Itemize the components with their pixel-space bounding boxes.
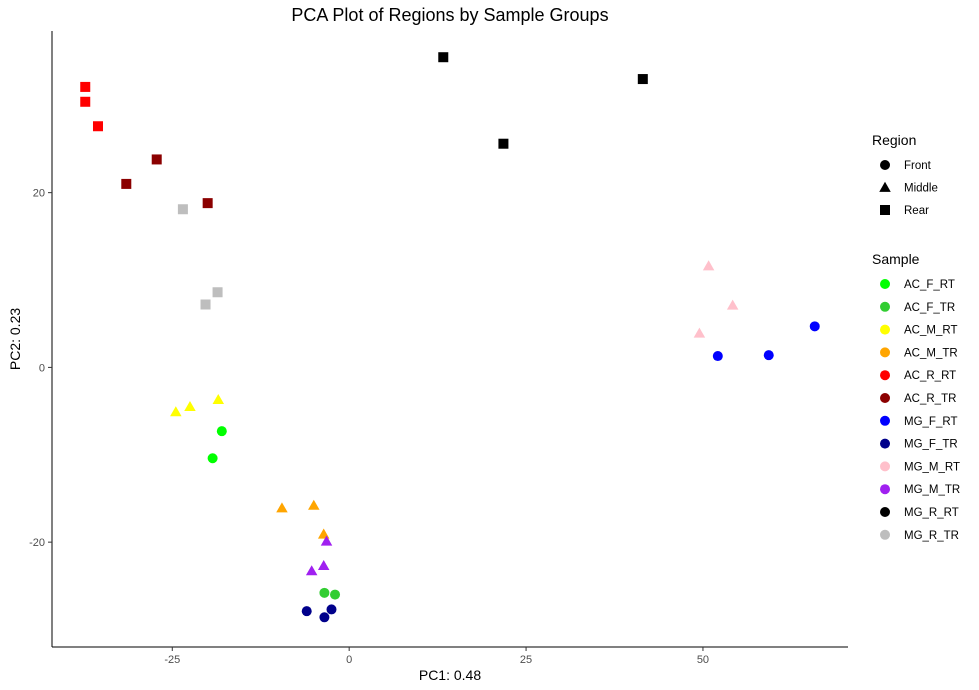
y-tick-label: -20 — [29, 537, 45, 549]
data-point-ac-f-rt — [207, 453, 218, 464]
legend-label-mg-r-rt: MG_R_RT — [904, 507, 959, 519]
legend-swatch-ac-m-tr — [880, 347, 890, 358]
data-point-mg-r-tr — [212, 287, 223, 298]
data-point-mg-r-rt — [637, 74, 648, 85]
legend-swatch-ac-r-rt — [880, 370, 890, 381]
data-point-ac-m-rt — [212, 393, 225, 405]
data-point-ac-r-rt — [92, 121, 103, 132]
legend-label-front: Front — [904, 160, 932, 172]
data-point-mg-f-rt — [763, 350, 774, 361]
legend-label-mg-m-tr: MG_M_TR — [904, 484, 960, 496]
data-point-ac-r-rt — [80, 96, 91, 107]
data-point-mg-m-tr — [317, 559, 330, 571]
x-axis-title: PC1: 0.48 — [419, 667, 481, 683]
legend-label-ac-f-rt: AC_F_RT — [904, 279, 955, 291]
x-tick-label: 25 — [520, 654, 532, 666]
data-point-ac-m-tr — [276, 502, 288, 513]
data-point-ac-r-tr — [121, 178, 132, 189]
data-point-ac-m-rt — [170, 406, 182, 417]
legend-swatch-mg-f-rt — [880, 415, 890, 426]
data-point-mg-f-tr — [319, 612, 330, 623]
legend-label-middle: Middle — [904, 183, 938, 195]
y-axis-title: PC2: 0.23 — [7, 308, 23, 370]
data-point-mg-f-tr — [326, 604, 337, 615]
legend-swatch-mg-r-rt — [880, 507, 890, 517]
legend-shape-rear — [880, 205, 890, 215]
x-tick-label: -25 — [164, 654, 180, 666]
data-point-mg-r-rt — [498, 138, 509, 149]
x-tick-label: 50 — [697, 654, 709, 666]
sample-legend-title: Sample — [872, 251, 920, 267]
legend-shape-front — [880, 160, 890, 170]
data-point-ac-f-tr — [319, 587, 330, 598]
data-point-mg-m-tr — [320, 535, 333, 546]
data-point-mg-m-rt — [702, 260, 715, 271]
legend-swatch-ac-f-tr — [880, 301, 890, 312]
legend-label-ac-r-rt: AC_R_RT — [904, 370, 956, 382]
legend-swatch-mg-m-tr — [880, 484, 890, 495]
data-point-mg-m-rt — [726, 299, 739, 310]
legend-swatch-mg-r-tr — [880, 529, 890, 540]
y-tick-label: 0 — [39, 362, 45, 374]
legend-label-mg-m-rt: MG_M_RT — [904, 461, 960, 473]
legend-swatch-ac-m-rt — [880, 324, 890, 335]
sample-legend-items: AC_F_RT AC_F_TR AC_M_RT AC_M_TR AC_R_RT AC_R_… — [880, 279, 960, 542]
legend-swatch-ac-f-rt — [880, 279, 890, 289]
data-point-ac-r-tr — [202, 198, 213, 209]
data-point-mg-r-rt — [438, 52, 449, 63]
legend-swatch-ac-r-tr — [880, 393, 890, 403]
data-point-mg-f-rt — [712, 351, 723, 362]
data-point-mg-r-tr — [177, 204, 188, 215]
data-points — [80, 52, 820, 623]
data-point-ac-m-rt — [184, 400, 196, 412]
legend-label-ac-r-tr: AC_R_TR — [904, 393, 956, 405]
chart-title: PCA Plot of Regions by Sample Groups — [291, 5, 608, 25]
data-point-ac-f-rt — [216, 426, 227, 437]
legend-label-mg-f-rt: MG_F_RT — [904, 416, 957, 428]
y-ticks: -20 0 20 — [29, 188, 52, 549]
data-point-ac-r-rt — [80, 81, 91, 92]
legend-swatch-mg-f-tr — [880, 438, 890, 449]
data-point-mg-f-tr — [301, 606, 312, 617]
x-tick-label: 0 — [346, 654, 352, 666]
data-point-ac-m-tr — [308, 499, 320, 510]
legend-label-ac-f-tr: AC_F_TR — [904, 302, 955, 314]
data-point-mg-r-tr — [200, 299, 211, 310]
x-ticks: -25 0 25 50 — [164, 647, 709, 666]
data-point-mg-m-tr — [305, 565, 318, 576]
legend-shape-middle — [879, 181, 891, 192]
legend-label-mg-r-tr: MG_R_TR — [904, 530, 959, 542]
legend-label-rear: Rear — [904, 205, 929, 217]
axes — [51, 31, 848, 648]
data-point-ac-m-tr — [317, 528, 330, 539]
data-point-ac-f-tr — [330, 589, 341, 600]
legend-label-mg-f-tr: MG_F_TR — [904, 439, 958, 451]
legend-label-ac-m-tr: AC_M_TR — [904, 347, 958, 359]
region-legend-items: Front Middle Rear — [879, 160, 938, 217]
data-point-mg-m-rt — [693, 327, 706, 338]
data-point-ac-r-tr — [151, 154, 162, 165]
region-legend-title: Region — [872, 132, 916, 148]
y-tick-label: 20 — [33, 188, 45, 200]
legend-swatch-mg-m-rt — [880, 461, 890, 472]
legend-label-ac-m-rt: AC_M_RT — [904, 325, 957, 337]
data-point-mg-f-rt — [809, 321, 820, 332]
